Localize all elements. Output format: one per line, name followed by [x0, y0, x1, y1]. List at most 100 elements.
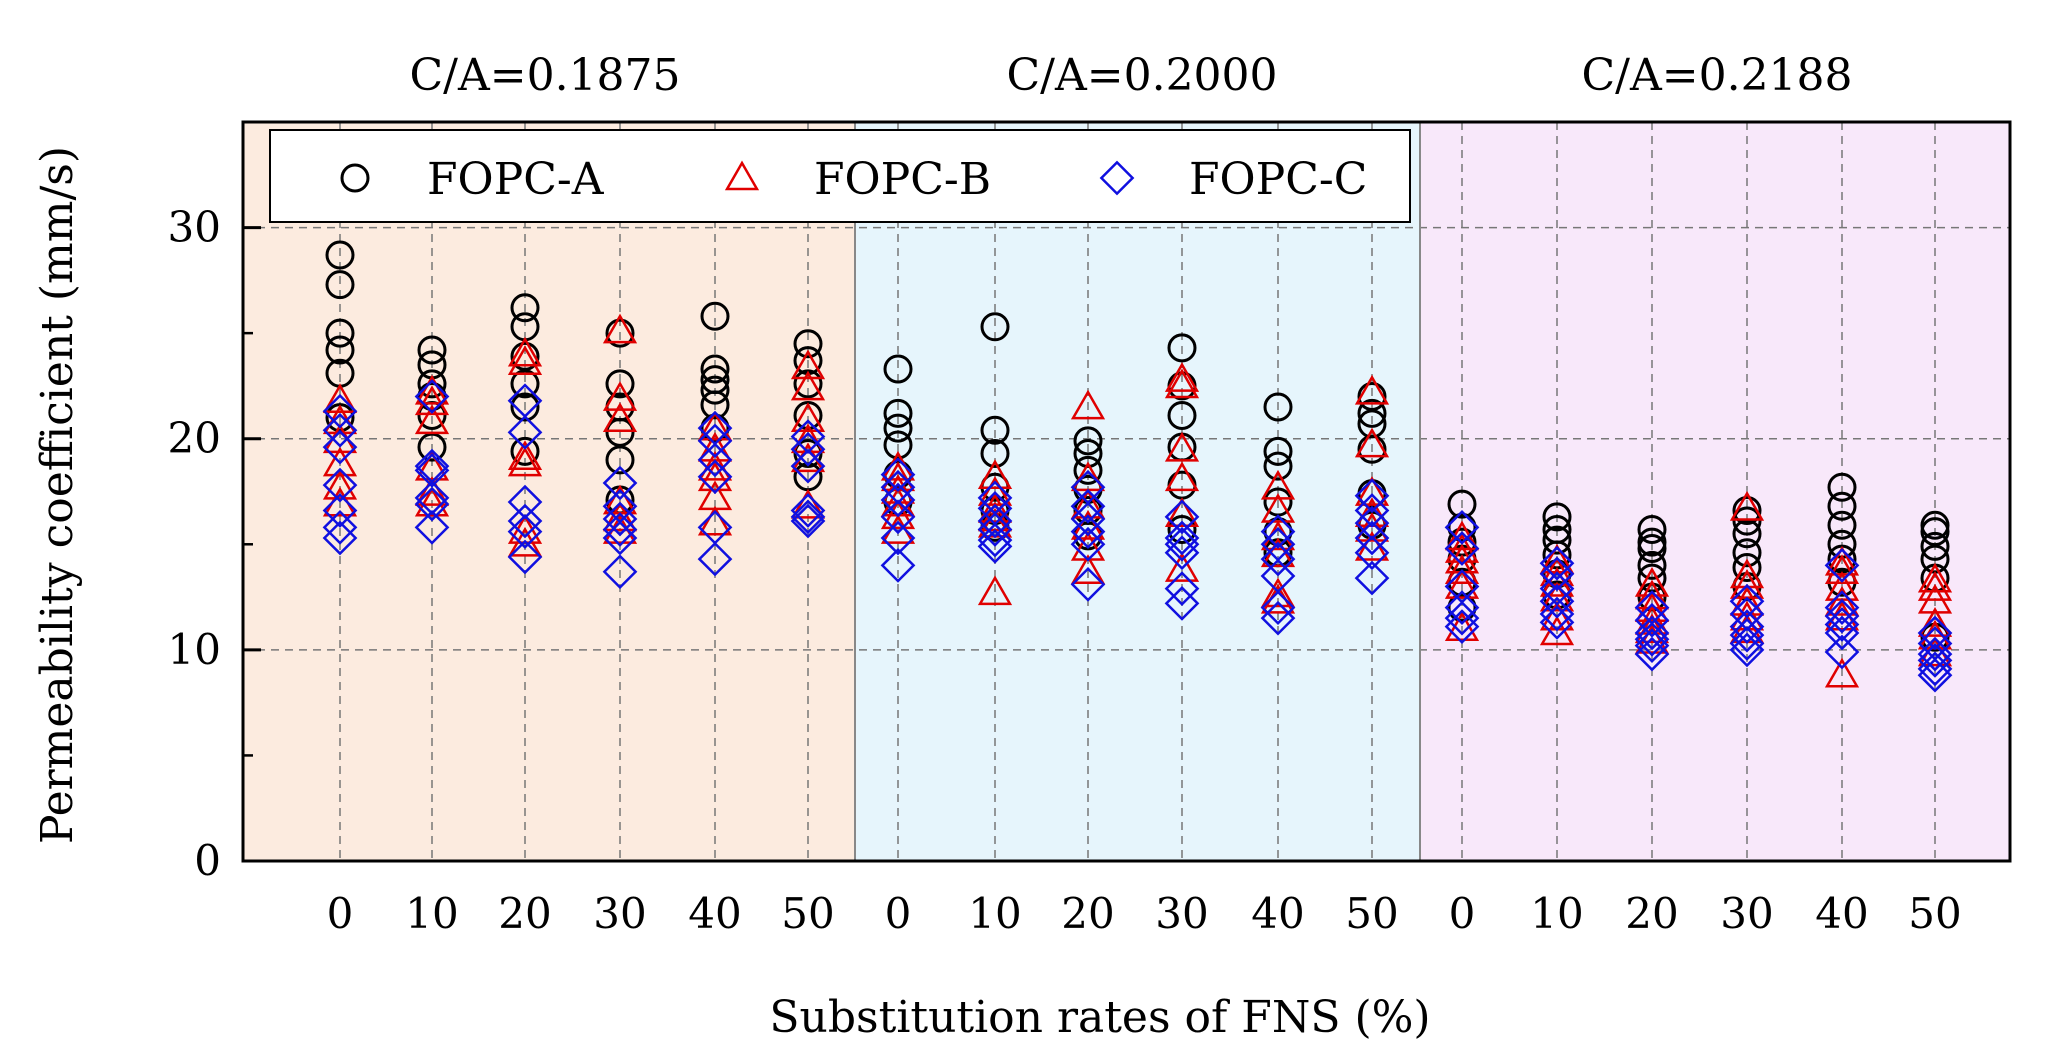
point-fopc-c-g1-c20-6 [507, 539, 543, 575]
point-fopc-a-g1-c40-5 [700, 390, 730, 420]
point-fopc-a-g2-c10-2 [980, 415, 1010, 445]
point-fopc-c-g3-c20-5 [1634, 628, 1670, 664]
point-fopc-a-g3-c40-2 [1827, 491, 1857, 521]
point-fopc-c-g1-c40-4 [697, 459, 733, 495]
point-fopc-b-g1-c10-6 [414, 486, 450, 517]
point-fopc-b-g1-c20-2 [507, 345, 543, 376]
point-fopc-a-g3-c0-2 [1447, 512, 1477, 542]
point-fopc-c-g2-c0-5 [880, 520, 916, 556]
point-fopc-b-g2-c0-5 [880, 499, 916, 530]
point-fopc-b-g1-c40-6 [697, 505, 733, 536]
point-fopc-b-g1-c50-2 [790, 370, 826, 401]
point-fopc-c-g1-c20-2 [507, 415, 543, 450]
point-fopc-b-g3-c30-1 [1729, 490, 1765, 521]
point-fopc-a-g1-c50-1 [793, 329, 823, 359]
point-fopc-a-g3-c0-1 [1447, 489, 1477, 519]
point-fopc-c-g3-c10-3 [1539, 571, 1575, 606]
point-fopc-a-g1-c0-1 [325, 240, 355, 270]
point-fopc-a-g2-c0-2 [883, 398, 913, 428]
point-fopc-a-g2-c40-1 [1263, 392, 1293, 422]
point-fopc-b-g1-c40-1 [697, 410, 733, 441]
point-fopc-b-g3-c0-2 [1444, 533, 1480, 563]
point-fopc-b-g1-c30-2 [602, 381, 638, 411]
point-fopc-c-g3-c30-1 [1729, 583, 1765, 619]
point-fopc-b-g1-c10-3 [414, 404, 450, 435]
point-fopc-c-g1-c50-4 [790, 493, 826, 528]
axes: 0 10 20 30 0 10 20 30 40 50 0 10 20 30 40 50 0 10 20 30 40 50 [168, 203, 1962, 938]
point-fopc-c-g1-c40-3 [697, 442, 733, 478]
point-fopc-a-g1-c0-3 [325, 318, 355, 348]
x-tick-label-g3-40: 40 [1815, 889, 1868, 938]
point-fopc-c-g3-c20-4 [1634, 621, 1670, 657]
point-fopc-a-g3-c20-3 [1637, 534, 1667, 564]
point-fopc-a-g3-c50-3 [1920, 531, 1950, 561]
legend-label-fopc-a: FOPC-A [427, 154, 605, 205]
point-fopc-c-g1-c10-3 [414, 453, 450, 488]
x-tick-label-g2-40: 40 [1251, 889, 1304, 938]
point-fopc-c-g3-c40-3 [1824, 598, 1860, 634]
point-fopc-a-g2-c0-3 [883, 413, 913, 443]
point-fopc-c-g3-c50-3 [1917, 636, 1953, 672]
data-marks [322, 240, 1953, 693]
x-tick-label-g2-30: 30 [1155, 889, 1208, 938]
point-fopc-c-g2-c40-6 [1260, 600, 1296, 636]
point-fopc-a-g3-c30-4 [1732, 538, 1762, 568]
point-fopc-c-g2-c10-5 [977, 522, 1013, 558]
point-fopc-a-g1-c30-2 [605, 369, 635, 399]
point-fopc-c-g3-c30-4 [1729, 617, 1765, 653]
point-fopc-b-g1-c10-2 [414, 385, 450, 416]
point-fopc-c-g1-c40-6 [697, 541, 733, 577]
x-tick-label-g2-20: 20 [1061, 889, 1114, 938]
point-fopc-a-g1-c40-1 [700, 301, 730, 331]
point-fopc-a-g1-c10-1 [417, 335, 447, 365]
point-fopc-c-g1-c50-6 [790, 503, 826, 539]
point-fopc-c-g3-c10-1 [1539, 545, 1575, 581]
point-fopc-b-g1-c0-5 [322, 469, 358, 500]
point-fopc-c-g1-c20-4 [507, 503, 543, 539]
point-fopc-a-g2-c10-1 [980, 312, 1010, 342]
x-tick-label-g1-40: 40 [688, 889, 741, 938]
point-fopc-a-g1-c20-1 [510, 293, 540, 323]
point-fopc-b-g3-c50-4 [1917, 607, 1953, 637]
point-fopc-c-g1-c0-2 [322, 412, 358, 448]
point-fopc-b-g1-c50-1 [790, 349, 826, 380]
point-fopc-a-g1-c10-6 [417, 432, 447, 462]
point-fopc-c-g2-c40-5 [1260, 590, 1296, 625]
point-fopc-c-g1-c0-5 [322, 493, 358, 528]
point-fopc-c-g3-c10-2 [1539, 556, 1575, 592]
group-title-1: C/A=0.1875 [409, 50, 680, 101]
y-tick-label-20: 20 [168, 414, 221, 463]
point-fopc-a-g3-c10-1 [1542, 502, 1572, 532]
point-fopc-a-g2-c30-1 [1167, 333, 1197, 363]
point-fopc-c-g3-c40-2 [1824, 590, 1860, 625]
point-fopc-a-g3-c30-5 [1732, 553, 1762, 583]
point-fopc-b-g2-c40-5 [1260, 577, 1296, 608]
point-fopc-a-g2-c20-2 [1073, 438, 1103, 468]
point-fopc-c-g2-c20-5 [1070, 526, 1106, 562]
x-tick-label-g1-0: 0 [327, 889, 354, 938]
point-fopc-c-g2-c30-3 [1164, 526, 1200, 562]
point-fopc-c-g3-c0-6 [1444, 609, 1480, 644]
point-fopc-a-g2-c0-1 [883, 354, 913, 384]
point-fopc-b-g2-c30-2 [1164, 368, 1200, 399]
point-fopc-a-g1-c30-1 [605, 318, 635, 348]
point-fopc-c-g2-c40-3 [1260, 541, 1296, 577]
point-fopc-c-g3-c30-6 [1729, 632, 1765, 668]
point-fopc-b-g3-c50-1 [1917, 562, 1953, 593]
point-fopc-a-g2-c50-4 [1357, 434, 1387, 464]
point-fopc-b-g2-c30-3 [1164, 431, 1200, 462]
point-fopc-c-g2-c30-2 [1164, 520, 1200, 556]
point-fopc-a-g1-c0-2 [325, 270, 355, 300]
point-fopc-c-g2-c50-4 [1354, 520, 1390, 556]
point-fopc-c-g1-c0-7 [322, 520, 358, 556]
point-fopc-b-g1-c30-1 [602, 313, 638, 344]
point-fopc-c-g3-c40-4 [1824, 607, 1860, 642]
point-fopc-b-g1-c0-1 [322, 383, 358, 414]
point-fopc-c-g1-c20-5 [507, 514, 543, 549]
point-fopc-a-g1-c20-6 [510, 436, 540, 466]
point-fopc-c-g1-c50-5 [790, 499, 826, 535]
point-fopc-c-g3-c0-4 [1444, 590, 1480, 625]
y-tick-label-0: 0 [194, 836, 221, 885]
point-fopc-c-g2-c30-1 [1164, 499, 1200, 535]
